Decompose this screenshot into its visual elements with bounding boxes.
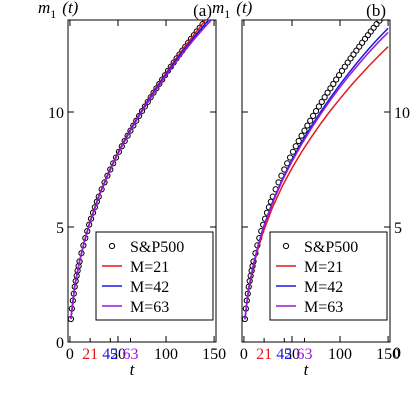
data-point [310,112,317,120]
series-line-3 [70,20,213,320]
data-point [353,47,360,54]
x-axis-label: t [130,360,136,379]
data-point [107,166,114,173]
x-colored-tick-label: 21 [82,346,98,363]
x-tick-label: 50 [284,346,300,363]
x-tick-label: 0 [66,346,74,363]
legend-entry: M=42 [304,279,343,296]
legend-box [269,231,388,321]
data-point [289,148,297,155]
x-colored-tick-label: 63 [122,346,138,363]
legend-entry: M=42 [130,279,169,296]
y-tick-label: 0 [56,335,64,352]
data-point [344,59,351,66]
legend: S&P500 M=21 M=42 M=63 [269,231,388,321]
data-point [335,72,343,79]
panel-label: (a) [193,1,212,20]
data-point [338,67,346,74]
panel-label: (b) [366,1,386,20]
y-tick-label-right-zero: 0 [393,345,401,362]
series-line-3 [244,31,389,320]
data-point [153,85,160,92]
data-point [350,51,357,58]
legend-entry: S&P500 [130,239,184,256]
data-point [312,107,320,115]
data-point [373,21,380,28]
data-point [110,160,117,167]
data-point [333,76,340,83]
data-point [138,107,146,115]
data-area [68,20,213,323]
legend-entry: M=21 [304,259,343,276]
legend-entry: M=63 [304,299,343,316]
data-point [292,143,299,150]
x-colored-tick-label: 21 [256,346,272,363]
x-tick-label: 150 [202,346,226,363]
y-tick-label-right: 10 [394,105,410,122]
data-point [301,127,308,134]
y-tick-label: 10 [48,105,64,122]
data-area [242,10,390,323]
x-tick-label: 0 [240,346,248,363]
y-tick-label: 5 [56,220,64,237]
data-point [324,89,331,96]
y-axis-label-main: m [212,0,224,17]
data-point [318,98,325,105]
legend-entry: S&P500 [304,239,358,256]
plot-frame [67,19,217,343]
plot-frame [241,19,391,343]
x-colored-tick-label: 42 [276,346,292,363]
data-point [321,94,328,101]
data-point [298,132,305,139]
data-point [327,85,334,92]
x-tick-label: 50 [110,346,126,363]
data-point [380,20,385,21]
y-axis-label: m1 (t) [38,0,79,21]
data-point [359,39,366,46]
y-axis-label-sub: 1 [50,7,56,21]
legend-entry: M=63 [130,299,169,316]
y-axis-label-arg: (t) [236,0,252,17]
y-axis-label: m1 (t) [212,0,253,21]
legend-marker [282,242,290,250]
x-tick-label: 100 [154,346,178,363]
x-tick-label: 100 [328,346,352,363]
y-axis-label-arg: (t) [62,0,78,17]
data-point [330,80,337,88]
legend-entry: M=21 [130,259,169,276]
legend: S&P500 M=21 M=42 M=63 [95,231,214,321]
x-colored-tick-label: 63 [296,346,312,363]
data-point [385,10,390,15]
data-point [147,94,154,101]
x-axis-label: t [304,360,310,379]
x-tick-label: 150 [376,346,400,363]
data-point [356,43,363,50]
y-axis-label-sub: 1 [224,7,230,21]
data-point [307,117,314,124]
legend-marker [108,242,116,250]
x-colored-tick-label: 42 [102,346,118,363]
y-tick-label-right: 5 [394,220,402,237]
data-point [315,103,322,110]
data-point [341,63,348,70]
data-point [347,55,354,62]
data-point [150,89,157,96]
data-point [304,122,311,129]
data-point [295,137,302,145]
y-axis-label-main: m [38,0,50,17]
